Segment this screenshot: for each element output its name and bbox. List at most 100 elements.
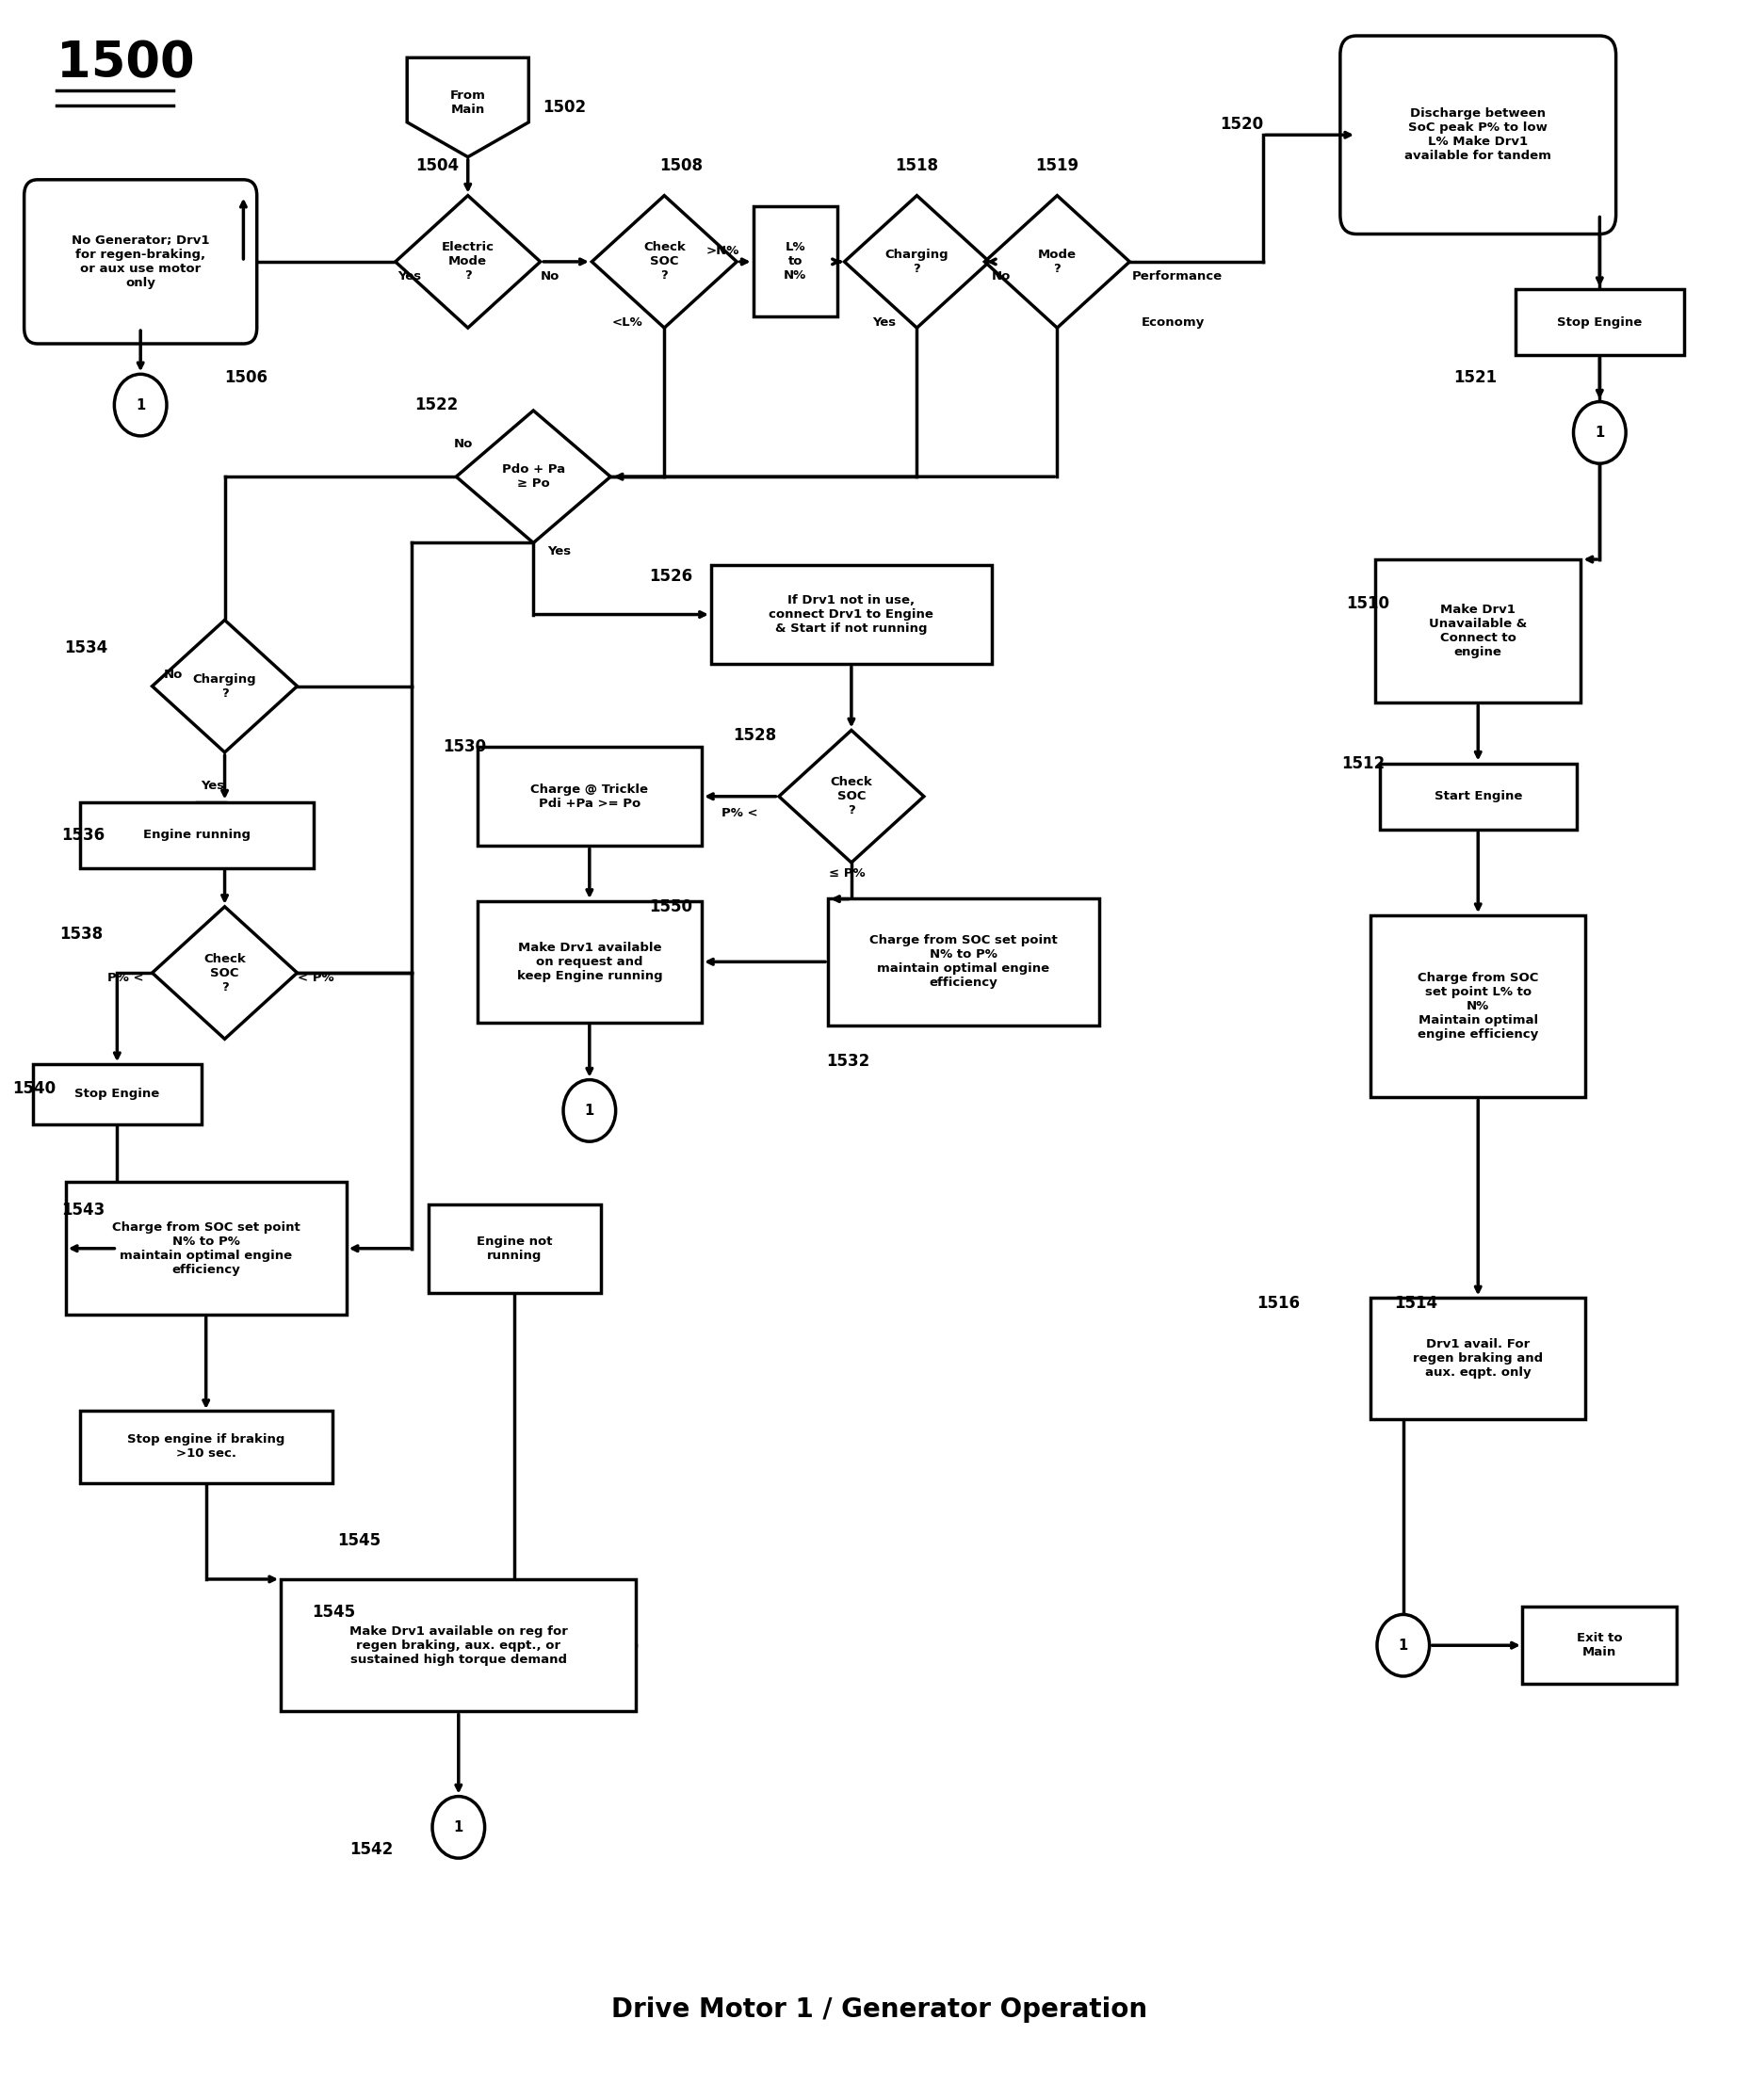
Bar [81,802,313,867]
Bar [711,565,991,664]
Text: Stop Engine: Stop Engine [1557,317,1642,328]
Text: 1: 1 [1399,1638,1408,1653]
Polygon shape [152,907,298,1040]
Polygon shape [406,57,529,158]
Text: Discharge between
SoC peak P% to low
L% Make Drv1
available for tandem: Discharge between SoC peak P% to low L% … [1404,107,1551,162]
Text: Yes: Yes [201,779,224,792]
Text: 1522: 1522 [415,397,459,414]
Text: Start Engine: Start Engine [1434,790,1522,802]
Bar [429,1205,601,1294]
Text: Yes: Yes [397,271,422,281]
Circle shape [1574,401,1627,464]
Text: 1528: 1528 [734,727,776,743]
Text: 1500: 1500 [56,38,194,88]
Text: <L%: <L% [611,317,643,328]
Text: Stop engine if braking
>10 sec.: Stop engine if braking >10 sec. [128,1434,285,1460]
Text: 1521: 1521 [1453,370,1497,386]
Text: Drive Motor 1 / Generator Operation: Drive Motor 1 / Generator Operation [611,1995,1147,2022]
FancyBboxPatch shape [25,181,257,344]
Text: Mode
?: Mode ? [1038,248,1077,275]
Text: Charge from SOC
set point L% to
N%
Maintain optimal
engine efficiency: Charge from SOC set point L% to N% Maint… [1418,972,1539,1040]
Bar [1371,916,1586,1096]
Text: Charge @ Trickle
Pdi +Pa >= Po: Charge @ Trickle Pdi +Pa >= Po [531,783,648,811]
Text: 1543: 1543 [61,1201,105,1218]
Text: 1: 1 [454,1821,464,1833]
Text: Make Drv1 available on reg for
regen braking, aux. eqpt., or
sustained high torq: Make Drv1 available on reg for regen bra… [350,1625,567,1665]
Text: 1526: 1526 [650,567,692,584]
Text: 1542: 1542 [350,1842,392,1858]
Text: P% <: P% < [721,806,758,819]
Text: Economy: Economy [1142,317,1205,328]
Text: Yes: Yes [872,317,897,328]
Text: Stop Engine: Stop Engine [75,1088,159,1100]
Text: Drv1 avail. For
regen braking and
aux. eqpt. only: Drv1 avail. For regen braking and aux. e… [1413,1338,1543,1380]
Bar [478,748,702,846]
Text: Check
SOC
?: Check SOC ? [643,242,685,281]
Text: 1518: 1518 [895,158,939,174]
Text: 1519: 1519 [1035,158,1079,174]
Text: 1545: 1545 [336,1533,380,1550]
Polygon shape [592,195,737,328]
Text: 1536: 1536 [61,827,105,844]
Text: Charging
?: Charging ? [193,672,257,699]
Text: 1512: 1512 [1341,754,1385,773]
Text: Engine not
running: Engine not running [476,1235,553,1262]
Text: 1550: 1550 [650,899,692,916]
Circle shape [432,1796,485,1858]
Text: >N%: >N% [706,244,739,256]
Text: Engine running: Engine running [144,830,250,842]
Text: 1534: 1534 [65,638,109,655]
Text: If Drv1 not in use,
connect Drv1 to Engine
& Start if not running: If Drv1 not in use, connect Drv1 to Engi… [769,594,933,634]
Bar [1523,1607,1677,1684]
Bar [1375,559,1581,704]
Polygon shape [396,195,541,328]
Text: Charging
?: Charging ? [884,248,949,275]
Text: 1520: 1520 [1219,116,1262,132]
Text: Pdo + Pa
≥ Po: Pdo + Pa ≥ Po [503,464,566,489]
Polygon shape [779,731,925,863]
Text: Performance: Performance [1131,271,1222,281]
Polygon shape [457,410,611,542]
Text: Make Drv1
Unavailable &
Connect to
engine: Make Drv1 Unavailable & Connect to engin… [1429,603,1527,659]
Text: 1538: 1538 [60,926,103,943]
Text: 1506: 1506 [224,370,268,386]
Text: Make Drv1 available
on request and
keep Engine running: Make Drv1 available on request and keep … [517,941,662,983]
Bar [1371,1298,1586,1420]
Text: 1530: 1530 [443,739,487,756]
Bar [33,1065,201,1124]
Text: No: No [163,670,182,680]
Text: 1502: 1502 [543,99,587,116]
Text: 1510: 1510 [1347,594,1389,611]
Bar [828,899,1100,1025]
Polygon shape [844,195,989,328]
Text: 1545: 1545 [312,1604,355,1621]
Bar [280,1579,636,1712]
Bar [67,1182,347,1315]
Text: No Generator; Drv1
for regen-braking,
or aux use motor
only: No Generator; Drv1 for regen-braking, or… [72,235,210,290]
Text: 1504: 1504 [415,158,459,174]
Text: Charge from SOC set point
N% to P%
maintain optimal engine
efficiency: Charge from SOC set point N% to P% maint… [870,935,1058,989]
Text: ≤ P%: ≤ P% [828,867,865,880]
Text: Exit to
Main: Exit to Main [1576,1632,1623,1659]
Text: No: No [541,271,560,281]
Circle shape [1376,1615,1429,1676]
Text: 1514: 1514 [1394,1296,1438,1312]
Text: Charge from SOC set point
N% to P%
maintain optimal engine
efficiency: Charge from SOC set point N% to P% maint… [112,1220,299,1277]
Circle shape [114,374,166,437]
Text: Yes: Yes [548,546,571,559]
Text: 1: 1 [1595,426,1604,439]
Text: 1540: 1540 [12,1079,56,1096]
Text: 1: 1 [585,1105,594,1117]
Bar [753,206,837,317]
Text: Check
SOC
?: Check SOC ? [830,777,872,817]
Bar [1380,762,1576,830]
Text: No: No [991,271,1010,281]
Text: 1532: 1532 [826,1052,870,1069]
Text: 1508: 1508 [660,158,702,174]
Bar [81,1411,333,1483]
Text: From
Main: From Main [450,88,485,116]
Text: No: No [454,437,473,449]
Text: 1516: 1516 [1257,1296,1301,1312]
Text: Electric
Mode
?: Electric Mode ? [441,242,494,281]
FancyBboxPatch shape [1340,36,1616,233]
